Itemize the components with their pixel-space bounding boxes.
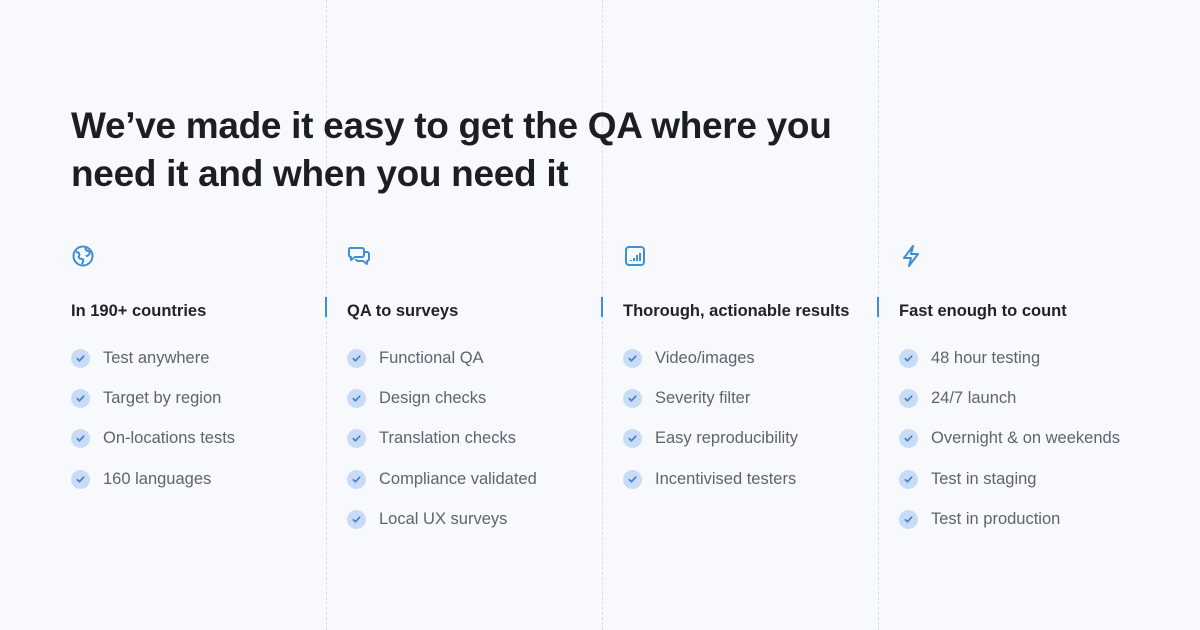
list-item: Translation checks [347, 419, 607, 459]
check-icon [347, 429, 366, 449]
page-title: We’ve made it easy to get the QA where y… [71, 105, 832, 194]
list-item: Test in staging [899, 459, 1159, 499]
check-icon [347, 348, 366, 368]
list-item-label: Severity filter [655, 388, 751, 407]
list-item-label: Test in production [931, 509, 1061, 528]
list-item: Functional QA [347, 338, 607, 378]
list-item: Severity filter [623, 378, 883, 418]
check-icon [71, 388, 90, 408]
check-icon [623, 469, 642, 489]
list-item: Incentivised testers [623, 459, 883, 499]
lightning-icon [899, 244, 925, 270]
list-item-label: Test in staging [931, 469, 1037, 488]
list-item: Overnight & on weekends [899, 419, 1159, 459]
list-item: Test in production [899, 499, 1159, 539]
list-item: 160 languages [71, 459, 331, 499]
accent-bar [877, 297, 879, 317]
list-item: Compliance validated [347, 459, 607, 499]
list-item-label: Overnight & on weekends [931, 429, 1120, 448]
list-item-label: 48 hour testing [931, 348, 1041, 367]
list-item: Easy reproducibility [623, 419, 883, 459]
bar-chart-icon [623, 244, 649, 270]
list-item: Design checks [347, 378, 607, 418]
feature-list: Test anywhere Target by region On-location… [71, 338, 331, 499]
feature-column: In 190+ countries Test anywhere Target by … [71, 244, 331, 499]
list-item-label: Incentivised testers [655, 469, 797, 488]
check-icon [347, 509, 366, 529]
list-item-label: On-locations tests [103, 429, 236, 448]
list-item-label: Translation checks [379, 429, 516, 448]
list-item-label: Test anywhere [103, 348, 210, 367]
list-item: Test anywhere [71, 338, 331, 378]
list-item: On-locations tests [71, 419, 331, 459]
list-item-label: 160 languages [103, 469, 212, 488]
check-icon [71, 348, 90, 368]
feature-column: Fast enough to count 48 hour testing 24/7 … [899, 244, 1159, 539]
column-heading: Fast enough to count [899, 302, 1067, 320]
column-heading: QA to surveys [347, 302, 459, 320]
check-icon [623, 348, 642, 368]
list-item-label: 24/7 launch [931, 388, 1017, 407]
list-item-label: Video/images [655, 348, 755, 367]
feature-column: Thorough, actionable results Video/images… [623, 244, 883, 499]
check-icon [623, 429, 642, 449]
chat-bubbles-icon [347, 244, 373, 270]
feature-column: QA to surveys Functional QA Design checks T… [347, 244, 607, 539]
check-icon [71, 429, 90, 449]
list-item: Target by region [71, 378, 331, 418]
check-icon [347, 469, 366, 489]
accent-bar [601, 297, 603, 317]
list-item-label: Functional QA [379, 348, 484, 367]
list-item-label: Local UX surveys [379, 509, 508, 528]
check-icon [899, 348, 918, 368]
list-item: 48 hour testing [899, 338, 1159, 378]
list-item-label: Easy reproducibility [655, 429, 799, 448]
list-item-label: Design checks [379, 388, 487, 407]
check-icon [347, 388, 366, 408]
list-item: Video/images [623, 338, 883, 378]
feature-list: Functional QA Design checks Translation ch… [347, 338, 607, 539]
feature-list: Video/images Severity filter Easy reproduc… [623, 338, 883, 499]
list-item-label: Compliance validated [379, 469, 537, 488]
check-icon [71, 469, 90, 489]
globe-icon [71, 244, 97, 270]
column-heading: In 190+ countries [71, 302, 207, 320]
column-heading: Thorough, actionable results [623, 302, 850, 320]
check-icon [899, 429, 918, 449]
feature-list: 48 hour testing 24/7 launch Overnight & on… [899, 338, 1159, 539]
list-item-label: Target by region [103, 388, 222, 407]
check-icon [623, 388, 642, 408]
list-item: Local UX surveys [347, 499, 607, 539]
check-icon [899, 469, 918, 489]
check-icon [899, 509, 918, 529]
check-icon [899, 388, 918, 408]
accent-bar [325, 297, 327, 317]
list-item: 24/7 launch [899, 378, 1159, 418]
